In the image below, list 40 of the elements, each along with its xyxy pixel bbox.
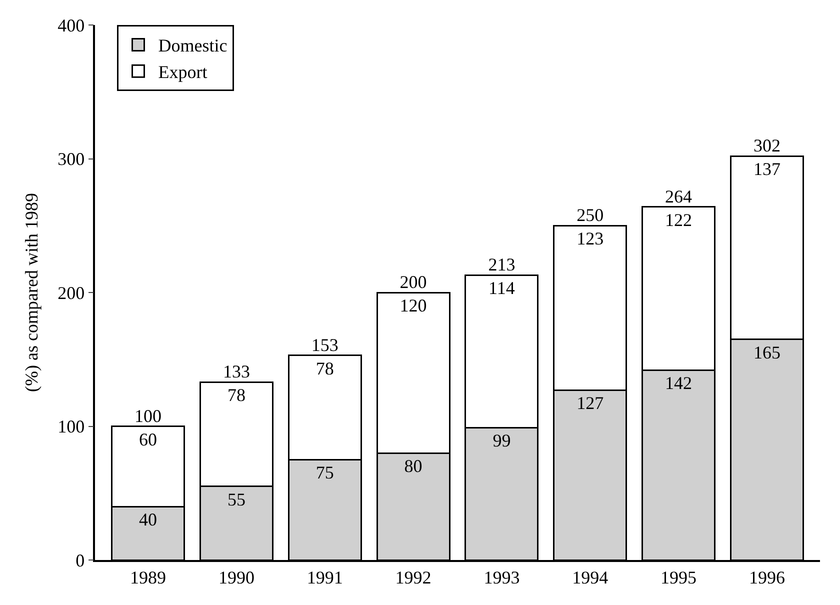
- data-label: 114: [488, 278, 515, 298]
- x-tick-label: 1992: [395, 567, 432, 588]
- x-tick-label: 1989: [130, 567, 166, 588]
- data-label: 40: [139, 510, 158, 530]
- total-label: 302: [753, 136, 780, 156]
- y-tick-label: 300: [58, 149, 85, 170]
- data-label: 78: [227, 385, 246, 406]
- total-label: 100: [134, 406, 162, 426]
- data-label: 99: [492, 430, 511, 451]
- x-tick-label: 1990: [218, 567, 254, 588]
- total-label: 200: [400, 272, 427, 292]
- y-tick-label: 0: [76, 550, 85, 570]
- total-label: 153: [311, 334, 338, 355]
- data-label: 80: [404, 456, 422, 476]
- total-label: 213: [488, 254, 516, 275]
- x-tick-label: 1994: [572, 567, 608, 588]
- total-label: 264: [665, 186, 692, 206]
- data-label: 127: [576, 393, 604, 414]
- y-tick-label: 200: [58, 282, 85, 303]
- data-label: 60: [139, 429, 158, 450]
- data-label: 165: [753, 342, 780, 362]
- total-label: 133: [222, 362, 250, 382]
- data-label: 75: [316, 462, 334, 483]
- data-label: 123: [576, 228, 604, 249]
- data-label: 137: [753, 159, 780, 180]
- legend-label: Domestic: [158, 36, 228, 56]
- total-label: 250: [576, 205, 604, 226]
- legend-label: Export: [158, 62, 208, 82]
- data-label: 122: [665, 210, 692, 230]
- x-tick-label: 1995: [660, 567, 697, 588]
- x-tick-label: 1993: [484, 567, 520, 588]
- data-label: 78: [316, 358, 334, 378]
- data-label: 120: [400, 296, 427, 316]
- data-label: 55: [227, 489, 246, 510]
- y-tick-label: 100: [58, 416, 85, 437]
- x-tick-label: 1996: [748, 567, 785, 588]
- x-tick-label: 1991: [306, 567, 343, 588]
- y-axis-title: (%) as compared with 1989: [21, 193, 42, 392]
- data-label: 142: [665, 373, 692, 394]
- y-tick-label: 400: [58, 15, 85, 36]
